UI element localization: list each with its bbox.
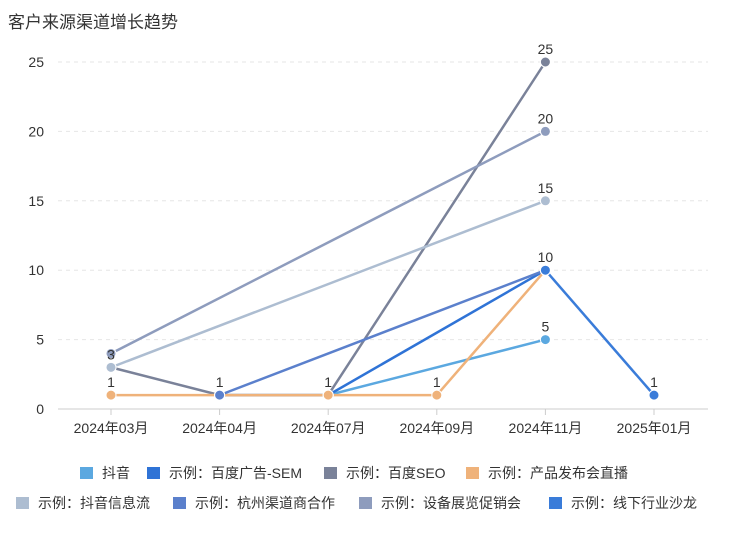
data-label: 1 <box>107 374 115 390</box>
x-tick-label: 2024年03月 <box>74 420 149 436</box>
series-line <box>110 130 546 355</box>
chart-title: 客户来源渠道增长趋势 <box>8 13 178 32</box>
data-label: 10 <box>538 249 554 265</box>
legend-swatch <box>173 497 186 509</box>
data-label: 20 <box>538 110 554 126</box>
data-point <box>105 389 117 401</box>
legend-item: 示例：线下行业沙龙 <box>571 495 697 511</box>
data-point <box>539 264 551 276</box>
legend-item: 示例：设备展览促销会 <box>381 495 521 511</box>
y-tick-label: 0 <box>36 401 44 417</box>
data-point <box>539 56 551 68</box>
series-line <box>219 269 546 397</box>
data-label: 1 <box>433 374 441 390</box>
legend-swatch <box>80 467 93 479</box>
data-label: 1 <box>324 374 332 390</box>
legend-swatch <box>324 467 337 479</box>
x-tick-label: 2025年01月 <box>617 420 692 436</box>
legend-item: 示例：百度SEO <box>346 465 446 481</box>
data-point <box>539 334 551 346</box>
y-tick-label: 5 <box>36 332 44 348</box>
data-point <box>214 389 226 401</box>
x-tick-label: 2024年04月 <box>182 420 257 436</box>
x-tick-label: 2024年11月 <box>509 420 583 436</box>
series-line <box>327 338 546 397</box>
data-point <box>648 389 660 401</box>
legend-swatch <box>549 497 562 509</box>
data-point <box>539 195 551 207</box>
data-label: 5 <box>542 319 550 335</box>
legend-swatch <box>466 467 479 479</box>
x-tick-label: 2024年07月 <box>291 420 366 436</box>
series-line <box>544 269 655 396</box>
data-point <box>105 361 117 373</box>
legend-item: 示例：产品发布会直播 <box>488 465 628 481</box>
data-label: 1 <box>650 374 658 390</box>
y-tick-label: 10 <box>28 262 44 278</box>
legend-swatch <box>359 497 372 509</box>
x-tick-label: 2024年09月 <box>399 420 474 436</box>
data-label: 1 <box>216 374 224 390</box>
legend-swatch <box>147 467 160 479</box>
data-point <box>322 389 334 401</box>
data-point <box>105 347 117 359</box>
y-tick-label: 15 <box>28 193 44 209</box>
legend-swatch <box>16 497 29 509</box>
series-line <box>110 199 546 369</box>
legend-item: 示例：杭州渠道商合作 <box>195 495 335 511</box>
data-point <box>539 125 551 137</box>
data-label: 15 <box>538 180 554 196</box>
y-tick-label: 20 <box>28 123 44 139</box>
data-label: 25 <box>538 41 554 57</box>
series-lines <box>110 61 655 397</box>
legend-item: 抖音 <box>102 465 130 481</box>
legend-item: 示例：百度广告-SEM <box>169 465 302 481</box>
data-point <box>431 389 443 401</box>
grid-lines <box>58 61 708 341</box>
legend-item: 示例：抖音信息流 <box>38 495 150 511</box>
data-label: 3 <box>107 346 115 362</box>
data-points <box>105 56 660 401</box>
y-tick-label: 25 <box>28 54 44 70</box>
